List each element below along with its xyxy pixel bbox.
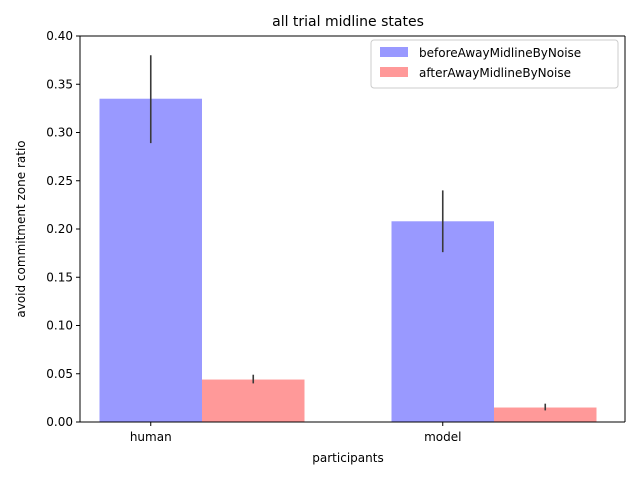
x-axis-label: participants [312,451,383,465]
x-tick-label-model: model [424,430,461,444]
bar-afterAwayMidlineByNoise-human [202,379,305,422]
bar-beforeAwayMidlineByNoise-model [391,221,494,422]
y-tick-label: 0.05 [46,367,73,381]
legend-swatch-beforeAwayMidlineByNoise [380,47,408,57]
y-tick-label: 0.35 [46,77,73,91]
bar-afterAwayMidlineByNoise-model [494,407,597,422]
y-tick-label: 0.30 [46,126,73,140]
y-tick-label: 0.00 [46,415,73,429]
x-tick-label-human: human [130,430,172,444]
y-tick-label: 0.25 [46,174,73,188]
y-tick-label: 0.15 [46,270,73,284]
y-tick-label: 0.20 [46,222,73,236]
legend-label-beforeAwayMidlineByNoise: beforeAwayMidlineByNoise [419,46,581,60]
legend-swatch-afterAwayMidlineByNoise [380,67,408,77]
y-axis-label: avoid commitment zone ratio [14,140,28,317]
plot-area [79,35,626,423]
y-tick-label: 0.10 [46,319,73,333]
y-tick-label: 0.40 [46,29,73,43]
legend-box [370,39,619,89]
y-axis: 0.00 0.05 0.10 0.15 0.20 0.25 0.30 0.35 0.40 [46,29,80,429]
chart-title: all trial midline states [272,14,424,30]
legend: beforeAwayMidlineByNoise afterAwayMidline… [370,39,619,89]
x-axis: human model [130,422,461,444]
legend-label-afterAwayMidlineByNoise: afterAwayMidlineByNoise [419,66,571,80]
bar-beforeAwayMidlineByNoise-human [99,98,202,422]
